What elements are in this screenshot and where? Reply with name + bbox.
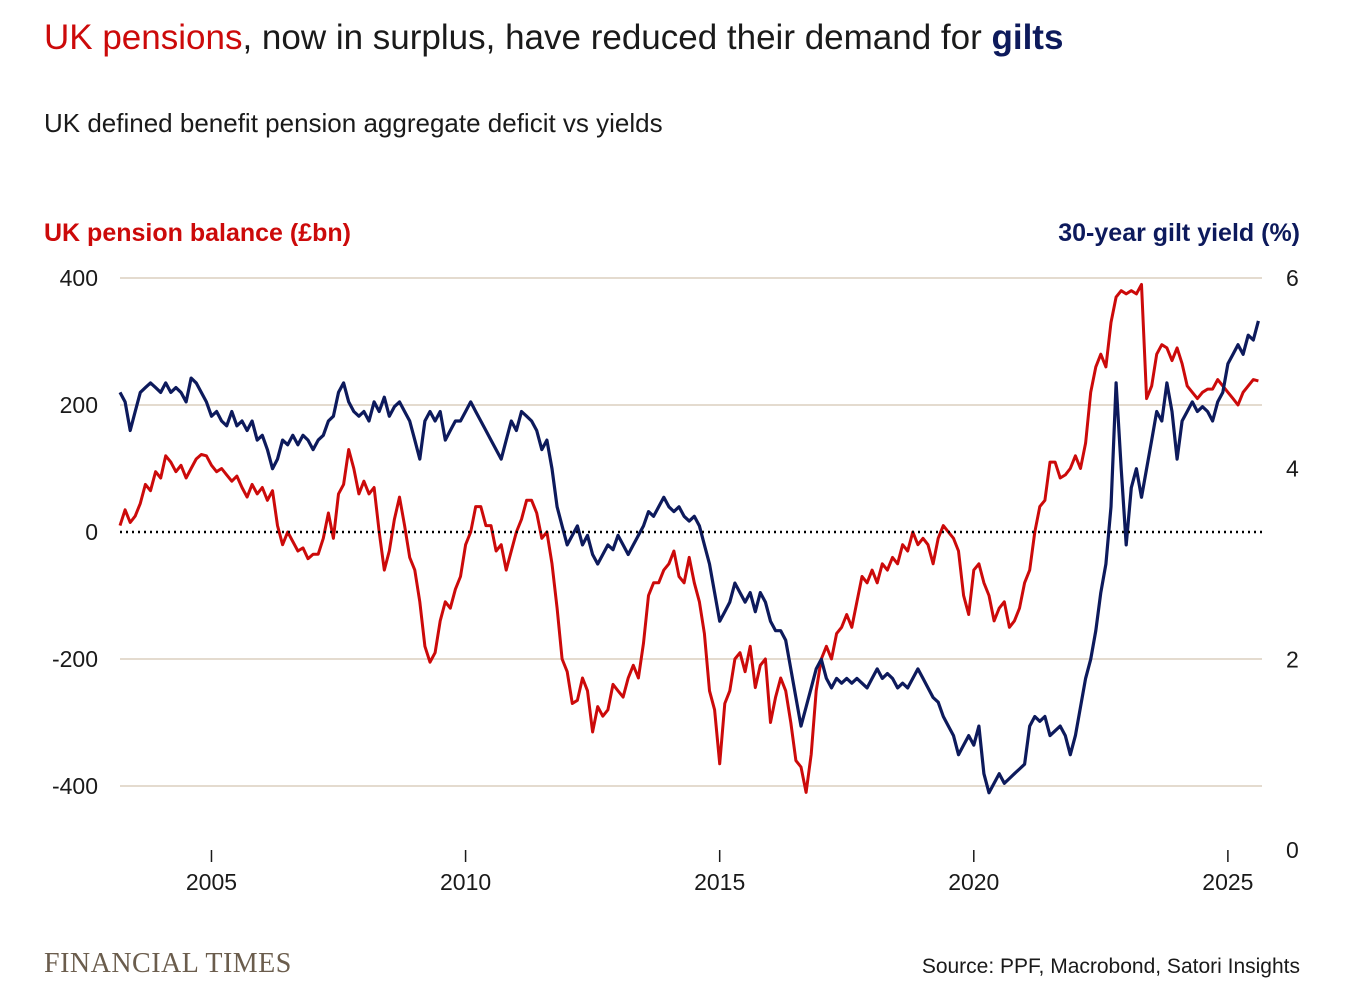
left-axis-label: UK pension balance (£bn) <box>44 219 351 247</box>
left-tick-label: -200 <box>52 646 98 672</box>
right-tick-label: 4 <box>1286 456 1299 482</box>
title-middle-part: , now in surplus, have reduced their dem… <box>242 18 992 57</box>
right-tick-label: 0 <box>1286 837 1299 863</box>
chart-subtitle: UK defined benefit pension aggregate def… <box>44 108 663 138</box>
pension-balance-line <box>118 282 1259 794</box>
title-red-part: UK pensions <box>44 18 243 57</box>
title-navy-part: gilts <box>991 18 1064 57</box>
right-tick-label: 6 <box>1286 265 1299 291</box>
left-tick-label: -400 <box>52 773 98 799</box>
left-tick-label: 400 <box>60 265 98 291</box>
x-tick-label: 2020 <box>948 869 999 895</box>
x-tick-label: 2015 <box>694 869 745 895</box>
right-axis-label: 30-year gilt yield (%) <box>1058 219 1300 247</box>
x-tick-label: 2025 <box>1202 869 1253 895</box>
source-note: Source: PPF, Macrobond, Satori Insights <box>921 955 1300 978</box>
chart-title: UK pensions, now in surplus, have reduce… <box>44 18 1063 58</box>
x-tick-label: 2005 <box>186 869 237 895</box>
right-tick-label: 2 <box>1286 646 1299 672</box>
brand-logo: FINANCIAL TIMES <box>44 948 292 979</box>
gilt-yield-line <box>118 320 1260 795</box>
left-tick-label: 0 <box>85 519 98 545</box>
left-tick-label: 200 <box>60 392 98 418</box>
x-tick-label: 2010 <box>440 869 491 895</box>
